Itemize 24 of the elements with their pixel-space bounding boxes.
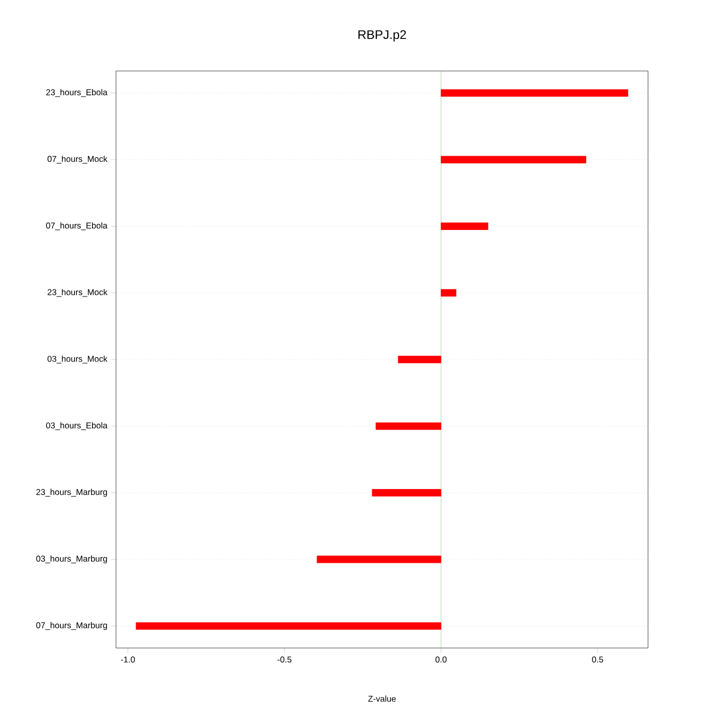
bar <box>398 356 442 364</box>
x-tick-label: 0.0 <box>435 656 447 663</box>
y-tick-label: 07_hours_Ebola <box>46 222 108 230</box>
y-tick-label: 23_hours_Mock <box>48 288 108 297</box>
x-axis-title: Z-value <box>368 696 396 702</box>
bar <box>440 222 488 230</box>
bar <box>440 89 628 97</box>
bar <box>376 422 442 430</box>
y-tick-label: 03_hours_Marburg <box>36 555 107 564</box>
y-tick-label: 23_hours_Marburg <box>36 488 107 497</box>
chart-title: RBPJ.p2 <box>358 30 406 42</box>
y-tick-label: 07_hours_Mock <box>48 156 108 164</box>
x-tick-label: -0.5 <box>278 656 292 663</box>
bar <box>372 489 442 496</box>
bar <box>136 622 442 630</box>
bar <box>440 156 586 164</box>
y-tick-label: 23_hours_Ebola <box>46 89 108 97</box>
bar <box>316 556 442 564</box>
x-tick-label: 0.5 <box>592 656 604 663</box>
y-tick-label: 07_hours_Marburg <box>36 622 107 630</box>
y-tick-label: 03_hours_Ebola <box>46 422 108 430</box>
x-tick-label: -1.0 <box>120 656 135 663</box>
y-tick-label: 03_hours_Mock <box>48 356 108 364</box>
bar <box>440 289 456 297</box>
